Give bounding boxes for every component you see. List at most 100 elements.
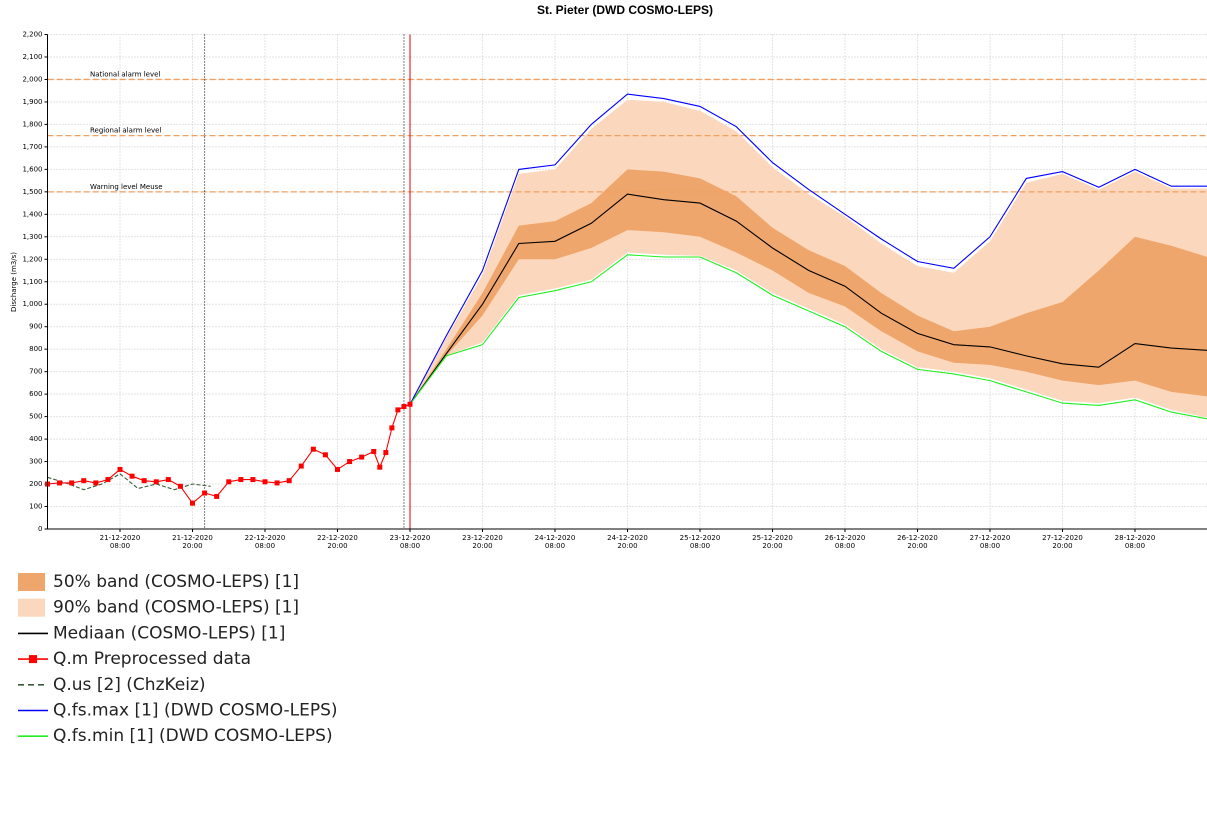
- data-point: [57, 480, 63, 486]
- y-tick-label: 2,100: [22, 53, 42, 61]
- x-tick-label: 23-12-2020: [462, 534, 503, 542]
- data-point: [298, 463, 304, 469]
- x-tick-label: 08:00: [1125, 542, 1145, 550]
- data-point: [202, 490, 208, 496]
- data-point: [274, 480, 280, 486]
- series-line: [409, 93, 1207, 405]
- legend-label: 90% band (COSMO-LEPS) [1]: [53, 598, 299, 618]
- data-point: [262, 479, 268, 485]
- x-tick-label: 23-12-2020: [390, 534, 431, 542]
- series-line: [47, 403, 411, 505]
- data-point: [129, 473, 135, 479]
- y-tick-label: 900: [29, 323, 42, 331]
- y-tick-label: 1,800: [22, 120, 42, 128]
- x-tick-label: 27-12-2020: [970, 534, 1011, 542]
- x-tick-label: 24-12-2020: [535, 534, 576, 542]
- data-point: [141, 478, 147, 484]
- data-point: [310, 446, 316, 452]
- legend-marker: [29, 655, 37, 664]
- x-tick-label: 08:00: [400, 542, 420, 550]
- data-point: [177, 483, 183, 489]
- threshold-label: National alarm level: [90, 70, 160, 78]
- y-tick-label: 2,200: [22, 31, 42, 39]
- x-tick-label: 08:00: [255, 542, 275, 550]
- data-point: [105, 477, 111, 483]
- band-area: [410, 169, 1207, 405]
- y-tick-label: 1,300: [22, 233, 42, 241]
- series-line: [409, 254, 1207, 420]
- x-tick-label: 21-12-2020: [100, 534, 141, 542]
- data-point: [93, 480, 99, 486]
- series-line: [409, 193, 1207, 405]
- legend-label: Q.us [2] (ChzKeiz): [53, 675, 206, 695]
- threshold-label: Warning level Meuse: [90, 183, 163, 191]
- y-tick-label: 700: [29, 368, 42, 376]
- x-tick-label: 26-12-2020: [897, 534, 938, 542]
- y-tick-label: 1,100: [22, 278, 42, 286]
- x-tick-label: 27-12-2020: [1042, 534, 1083, 542]
- legend-label: Q.m Preprocessed data: [53, 649, 251, 669]
- x-tick-label: 20:00: [762, 542, 782, 550]
- y-tick-label: 0: [38, 525, 42, 533]
- x-tick-label: 20:00: [907, 542, 927, 550]
- data-point: [153, 479, 159, 485]
- y-tick-label: 1,600: [22, 165, 42, 173]
- data-point: [377, 464, 383, 470]
- data-point: [322, 452, 328, 458]
- data-point: [347, 459, 353, 465]
- data-point: [335, 466, 340, 472]
- data-point: [117, 466, 123, 472]
- x-tick-label: 20:00: [182, 542, 202, 550]
- legend-label: Q.fs.min [1] (DWD COSMO-LEPS): [53, 726, 333, 746]
- data-point: [238, 477, 244, 483]
- data-point: [407, 401, 413, 407]
- y-tick-label: 1,000: [22, 300, 42, 308]
- y-tick-label: 2,000: [22, 75, 42, 83]
- x-tick-label: 20:00: [617, 542, 637, 550]
- legend-label: Q.fs.max [1] (DWD COSMO-LEPS): [53, 701, 338, 721]
- data-point: [389, 425, 395, 431]
- legend-swatch: [18, 598, 45, 617]
- legend-swatch: [18, 573, 45, 591]
- y-tick-label: 100: [29, 503, 42, 511]
- y-tick-label: 300: [29, 458, 42, 466]
- y-tick-label: 1,200: [22, 255, 42, 263]
- data-point: [371, 448, 377, 454]
- x-tick-label: 08:00: [110, 542, 130, 550]
- y-tick-label: 800: [29, 345, 42, 353]
- threshold-label: Regional alarm level: [90, 127, 161, 135]
- x-tick-label: 28-12-2020: [1115, 534, 1156, 542]
- legend-label: 50% band (COSMO-LEPS) [1]: [53, 572, 299, 592]
- data-point: [214, 493, 220, 499]
- x-tick-label: 26-12-2020: [825, 534, 866, 542]
- y-tick-label: 600: [29, 390, 42, 398]
- x-tick-label: 08:00: [690, 542, 710, 550]
- data-point: [69, 480, 75, 486]
- data-point: [401, 403, 407, 409]
- x-tick-label: 24-12-2020: [607, 534, 648, 542]
- x-tick-label: 22-12-2020: [317, 534, 358, 542]
- y-tick-label: 1,500: [22, 188, 42, 196]
- x-tick-label: 20:00: [1052, 542, 1072, 550]
- data-point: [359, 454, 365, 460]
- y-tick-label: 1,700: [22, 143, 42, 151]
- y-tick-label: 1,400: [22, 210, 42, 218]
- x-tick-label: 08:00: [545, 542, 565, 550]
- x-tick-label: 22-12-2020: [245, 534, 286, 542]
- y-tick-label: 500: [29, 413, 42, 421]
- y-tick-label: 400: [29, 435, 42, 443]
- data-point: [286, 478, 292, 484]
- data-point: [383, 450, 389, 456]
- data-point: [165, 477, 171, 483]
- chart-title: St. Pieter (DWD COSMO-LEPS): [537, 3, 713, 17]
- y-axis-label: Discharge (m3/s): [10, 252, 18, 312]
- x-tick-label: 20:00: [327, 542, 347, 550]
- data-point: [226, 479, 232, 485]
- data-point: [190, 500, 195, 506]
- legend-label: Mediaan (COSMO-LEPS) [1]: [53, 623, 285, 643]
- x-tick-label: 08:00: [980, 542, 1000, 550]
- x-tick-label: 25-12-2020: [752, 534, 793, 542]
- x-tick-label: 25-12-2020: [680, 534, 721, 542]
- data-point: [395, 407, 401, 413]
